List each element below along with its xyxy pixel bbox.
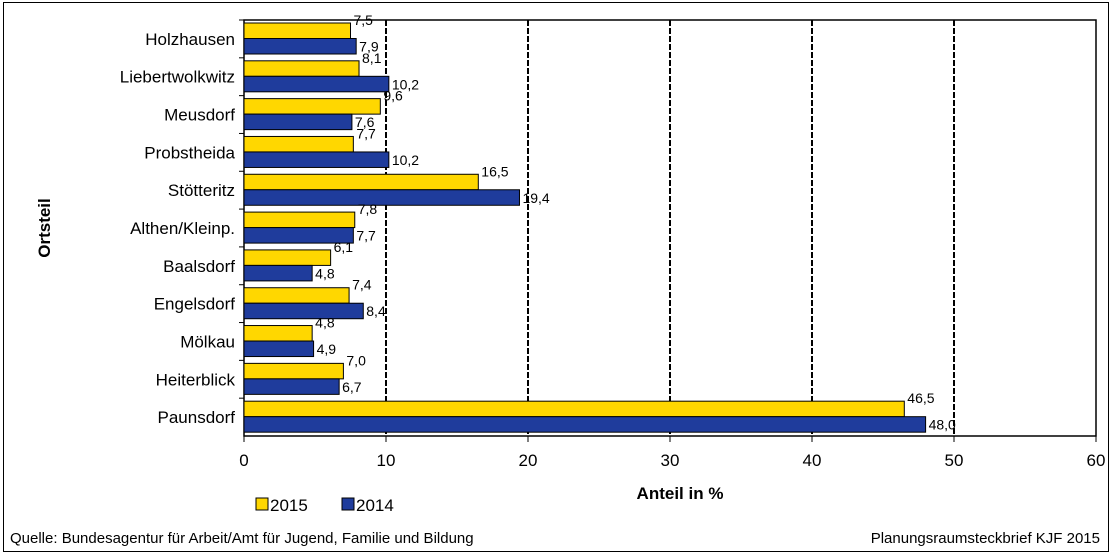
x-tick-label-50: 50 — [945, 451, 964, 470]
category-label-1: Liebertwolkwitz — [120, 68, 235, 87]
data-label-2014-8: 4,9 — [317, 341, 337, 357]
category-label-7: Engelsdorf — [154, 295, 236, 314]
category-label-9: Heiterblick — [156, 370, 236, 389]
data-label-2014-4: 19,4 — [522, 190, 549, 206]
bar-2014-5 — [243, 227, 354, 244]
x-tick-label-20: 20 — [519, 451, 538, 470]
x-tick-label-10: 10 — [377, 451, 396, 470]
data-label-2015-2: 9,6 — [383, 88, 403, 104]
bar-2015-5 — [243, 211, 356, 229]
bar-2014-7 — [243, 302, 364, 320]
x-tick-label-60: 60 — [1087, 451, 1106, 470]
category-label-10: Paunsdorf — [158, 408, 236, 427]
source-note: Quelle: Bundesagentur für Arbeit/Amt für… — [10, 530, 474, 547]
bar-2015-8 — [243, 325, 313, 342]
bar-2015-4 — [243, 173, 479, 191]
category-label-0: Holzhausen — [145, 30, 235, 49]
legend-swatch-2014 — [341, 497, 355, 511]
bar-2014-8 — [243, 340, 315, 358]
data-label-2014-1: 10,2 — [392, 76, 419, 92]
data-label-2015-8: 4,8 — [315, 315, 335, 331]
data-label-2014-10: 48,0 — [929, 417, 956, 433]
data-label-2014-9: 6,7 — [342, 379, 362, 395]
data-label-2014-5: 7,7 — [356, 228, 376, 244]
bar-2014-4 — [243, 189, 520, 206]
category-label-6: Baalsdorf — [163, 257, 235, 276]
data-label-2014-0: 7,9 — [359, 39, 379, 55]
data-label-2015-7: 7,4 — [352, 277, 372, 293]
bar-2015-6 — [243, 249, 332, 266]
category-label-5: Althen/Kleinp. — [130, 219, 235, 238]
bar-2015-9 — [243, 362, 344, 380]
data-label-2014-6: 4,8 — [315, 265, 335, 281]
y-axis-title: Ortsteil — [35, 198, 54, 258]
data-label-2015-5: 7,8 — [358, 201, 378, 217]
bar-2014-2 — [243, 113, 353, 131]
credit-note: Planungsraumsteckbrief KJF 2015 — [870, 530, 1100, 547]
legend-swatch-2015 — [255, 497, 269, 511]
category-label-2: Meusdorf — [164, 106, 235, 125]
bar-2015-2 — [243, 98, 381, 115]
bar-2015-10 — [243, 400, 905, 418]
data-label-2015-10: 46,5 — [907, 390, 934, 406]
bar-2015-3 — [243, 135, 354, 153]
bar-2014-6 — [243, 264, 313, 282]
x-tick-label-30: 30 — [661, 451, 680, 470]
data-label-2015-6: 6,1 — [334, 239, 354, 255]
chart-frame — [3, 2, 1109, 552]
x-tick-label-0: 0 — [239, 451, 248, 470]
data-label-2014-3: 10,2 — [392, 152, 419, 168]
data-label-2015-0: 7,5 — [354, 12, 374, 28]
category-label-4: Stötteritz — [168, 181, 235, 200]
category-label-3: Probstheida — [144, 143, 235, 162]
bar-2015-7 — [243, 287, 350, 304]
data-label-2014-2: 7,6 — [355, 114, 375, 130]
legend-label-2015: 2015 — [270, 496, 308, 515]
legend-label-2014: 2014 — [356, 496, 394, 515]
data-label-2015-9: 7,0 — [346, 352, 366, 368]
bar-2014-1 — [243, 75, 390, 93]
x-axis-title: Anteil in % — [637, 484, 724, 503]
bar-2014-9 — [243, 378, 340, 395]
bar-2015-0 — [243, 22, 351, 39]
x-tick-label-40: 40 — [803, 451, 822, 470]
bar-2015-1 — [243, 60, 360, 77]
data-label-2014-7: 8,4 — [366, 303, 386, 319]
data-label-2015-1: 8,1 — [362, 50, 382, 66]
bar-2014-0 — [243, 38, 357, 55]
data-label-2015-3: 7,7 — [356, 125, 376, 141]
category-label-8: Mölkau — [180, 332, 235, 351]
data-label-2015-4: 16,5 — [481, 163, 508, 179]
bar-2014-3 — [243, 151, 390, 168]
bar-2014-10 — [243, 416, 927, 433]
